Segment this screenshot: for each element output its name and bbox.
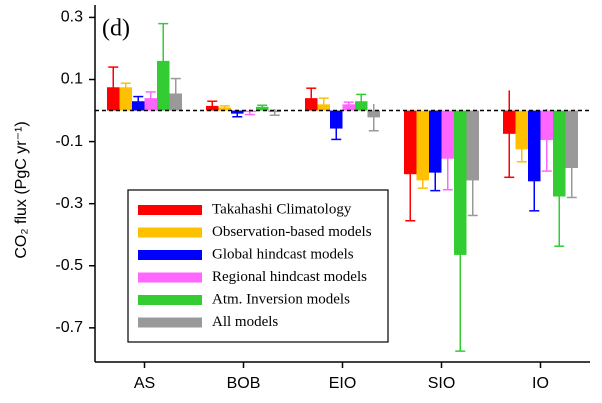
bar bbox=[355, 101, 368, 111]
x-tick-label: BOB bbox=[227, 375, 261, 392]
bar bbox=[454, 110, 467, 255]
x-tick-label: AS bbox=[134, 375, 155, 392]
y-tick-label: -0.3 bbox=[55, 195, 83, 212]
legend-swatch bbox=[138, 205, 202, 215]
legend-swatch bbox=[138, 250, 202, 260]
bar bbox=[466, 110, 479, 181]
bar bbox=[404, 110, 417, 175]
legend-label: Takahashi Climatology bbox=[212, 201, 352, 217]
legend-label: Regional hindcast models bbox=[212, 269, 367, 285]
bar bbox=[330, 110, 343, 129]
bar bbox=[528, 110, 541, 182]
bar bbox=[119, 87, 132, 111]
legend-label: Atm. Inversion models bbox=[212, 291, 350, 307]
bar bbox=[231, 110, 244, 114]
bar bbox=[565, 110, 578, 168]
legend-swatch bbox=[138, 295, 202, 305]
y-tick-label: 0.3 bbox=[61, 9, 83, 26]
legend-swatch bbox=[138, 227, 202, 238]
legend-swatch bbox=[138, 317, 202, 328]
bar bbox=[107, 87, 120, 111]
x-tick-label: SIO bbox=[428, 375, 456, 392]
bar bbox=[317, 104, 330, 111]
bar bbox=[441, 110, 454, 159]
bar bbox=[429, 110, 442, 173]
bar bbox=[169, 93, 182, 111]
bar bbox=[503, 110, 516, 134]
bar bbox=[553, 110, 566, 197]
bar bbox=[218, 107, 231, 111]
bar bbox=[256, 106, 269, 111]
x-tick-label: IO bbox=[532, 375, 549, 392]
legend-label: All models bbox=[212, 314, 278, 330]
bar bbox=[132, 101, 145, 111]
bar bbox=[144, 98, 157, 111]
panel-label: (d) bbox=[102, 16, 130, 42]
y-tick-label: -0.5 bbox=[55, 257, 83, 274]
bar bbox=[540, 110, 553, 141]
legend-label: Observation-based models bbox=[212, 224, 372, 240]
bar bbox=[416, 110, 429, 181]
bar bbox=[367, 110, 380, 118]
legend-swatch bbox=[138, 272, 202, 283]
bar bbox=[342, 104, 355, 111]
y-tick-label: 0.1 bbox=[61, 71, 83, 88]
bar bbox=[206, 105, 219, 111]
legend-label: Global hindcast models bbox=[212, 246, 354, 262]
x-tick-label: EIO bbox=[329, 375, 357, 392]
y-tick-label: -0.7 bbox=[55, 319, 83, 336]
bar bbox=[515, 110, 528, 150]
legend-box bbox=[127, 189, 389, 343]
bar bbox=[305, 98, 318, 111]
bar bbox=[157, 60, 170, 111]
y-tick-label: -0.1 bbox=[55, 133, 83, 150]
y-axis-label: CO₂ flux (PgC yr⁻¹) bbox=[13, 121, 30, 258]
bar bbox=[243, 110, 256, 113]
bar bbox=[268, 110, 281, 113]
